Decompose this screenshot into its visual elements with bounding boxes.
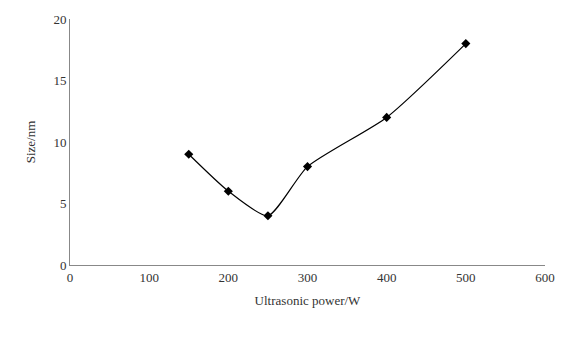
svg-text:Size/nm: Size/nm xyxy=(23,121,38,164)
svg-text:400: 400 xyxy=(377,270,397,285)
svg-text:0: 0 xyxy=(60,258,67,273)
svg-text:100: 100 xyxy=(139,270,159,285)
svg-text:10: 10 xyxy=(53,135,66,150)
svg-text:300: 300 xyxy=(298,270,318,285)
svg-text:15: 15 xyxy=(53,73,66,88)
svg-text:5: 5 xyxy=(60,196,67,211)
svg-text:Ultrasonic power/W: Ultrasonic power/W xyxy=(255,293,362,308)
svg-text:500: 500 xyxy=(456,270,476,285)
svg-text:0: 0 xyxy=(67,270,74,285)
svg-text:20: 20 xyxy=(53,12,66,27)
svg-text:200: 200 xyxy=(219,270,239,285)
svg-text:600: 600 xyxy=(535,270,555,285)
